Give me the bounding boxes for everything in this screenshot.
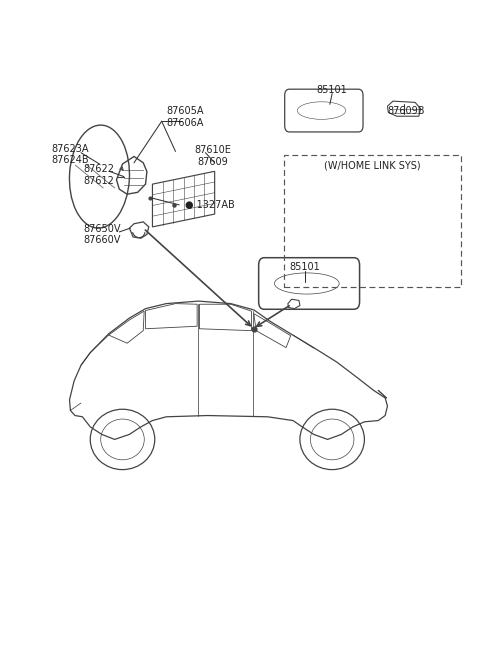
Text: ● 1327AB: ● 1327AB — [185, 200, 234, 210]
Text: 87623A
87624B: 87623A 87624B — [51, 144, 89, 165]
Text: 87650V
87660V: 87650V 87660V — [84, 223, 121, 245]
Text: 85101: 85101 — [317, 85, 348, 96]
Text: 87605A
87606A: 87605A 87606A — [166, 106, 204, 128]
Text: 87609B: 87609B — [387, 105, 425, 115]
Text: 87610E
87609: 87610E 87609 — [194, 145, 231, 166]
Text: 87622
87612: 87622 87612 — [84, 164, 114, 185]
Text: (W/HOME LINK SYS): (W/HOME LINK SYS) — [324, 161, 421, 171]
Text: 85101: 85101 — [289, 262, 320, 272]
